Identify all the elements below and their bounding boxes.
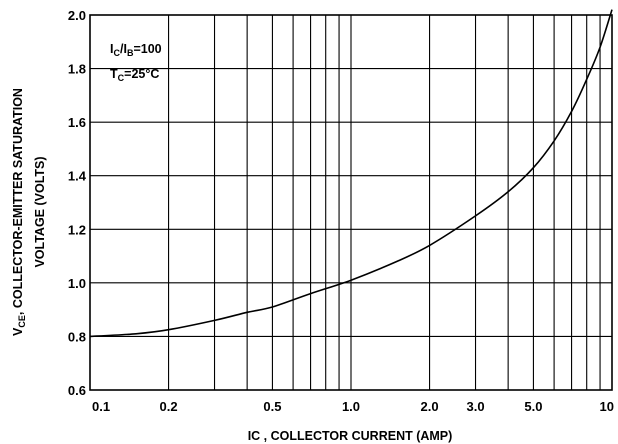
x-tick-label: 2.0 bbox=[421, 399, 439, 414]
svg-text:VCE, COLLECTOR-EMITTER SATURAT: VCE, COLLECTOR-EMITTER SATURATION bbox=[11, 88, 27, 336]
y-tick-label: 1.0 bbox=[68, 276, 86, 291]
plot-frame bbox=[89, 14, 613, 391]
x-tick-label: 5.0 bbox=[524, 399, 542, 414]
x-axis-label: IC , COLLECTOR CURRENT (AMP) bbox=[248, 429, 453, 443]
y-tick-label: 1.6 bbox=[68, 115, 86, 130]
ratio-annotation: IC/IB=100 bbox=[110, 42, 162, 58]
y-tick-label: 1.2 bbox=[68, 222, 86, 237]
x-tick-label: 0.5 bbox=[263, 399, 281, 414]
y-axis-label: VCE, COLLECTOR-EMITTER SATURATION bbox=[11, 88, 27, 336]
x-tick-labels: 0.1 0.2 0.5 1.0 2.0 3.0 5.0 10 bbox=[92, 399, 614, 414]
y-tick-labels: 0.6 0.8 1.0 1.2 1.4 1.6 1.8 2.0 bbox=[68, 8, 87, 398]
y-axis-label-rest: , COLLECTOR-EMITTER SATURATION bbox=[11, 88, 25, 315]
y-axis-label-main: V bbox=[11, 327, 25, 336]
x-tick-label: 0.2 bbox=[160, 399, 178, 414]
x-tick-label: 1.0 bbox=[342, 399, 360, 414]
y-axis-label-sub: CE bbox=[17, 315, 27, 328]
y-tick-label: 1.8 bbox=[68, 62, 86, 77]
x-tick-label: 0.1 bbox=[92, 399, 110, 414]
y-tick-label: 1.4 bbox=[68, 169, 87, 184]
x-tick-label: 3.0 bbox=[466, 399, 484, 414]
temperature-annotation: TC=25°C bbox=[110, 67, 159, 83]
grid-lines bbox=[90, 14, 612, 391]
y-tick-label: 2.0 bbox=[68, 8, 86, 23]
vce-curve bbox=[89, 9, 613, 338]
annotation-box: IC/IB=100 TC=25°C bbox=[110, 42, 162, 83]
x-tick-label: 10 bbox=[600, 399, 614, 414]
y-tick-label: 0.6 bbox=[68, 383, 86, 398]
y-axis-label-line2: VOLTAGE (VOLTS) bbox=[33, 156, 47, 267]
y-tick-label: 0.8 bbox=[68, 329, 86, 344]
